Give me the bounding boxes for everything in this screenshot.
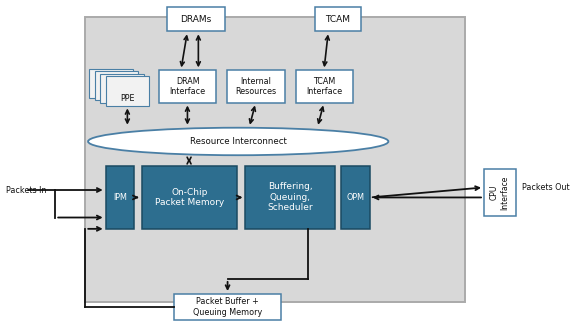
Bar (100, 74, 144, 103)
Text: Resource Interconnect: Resource Interconnect (190, 137, 287, 146)
Bar (95, 71, 139, 100)
Bar (85, 17, 465, 302)
Text: PPE: PPE (120, 94, 135, 103)
Bar (89, 69, 133, 98)
Text: On-Chip
Packet Memory: On-Chip Packet Memory (155, 188, 224, 207)
Bar (342, 166, 370, 229)
Text: TCAM
Interface: TCAM Interface (306, 77, 342, 96)
Text: OPM: OPM (347, 193, 365, 202)
Text: Buffering,
Queuing,
Scheduler: Buffering, Queuing, Scheduler (267, 182, 313, 212)
Bar (296, 70, 353, 103)
Text: IPM: IPM (113, 193, 126, 202)
Text: Packet Buffer +
Queuing Memory: Packet Buffer + Queuing Memory (193, 297, 262, 317)
Text: TCAM: TCAM (325, 15, 350, 24)
Bar (315, 7, 361, 32)
Bar (174, 294, 281, 320)
Bar (167, 7, 225, 32)
Text: DRAM
Interface: DRAM Interface (170, 77, 206, 96)
Ellipse shape (88, 128, 388, 155)
Text: DRAMs: DRAMs (181, 15, 212, 24)
Bar (246, 166, 335, 229)
Bar (227, 70, 285, 103)
Text: CPU
Interface: CPU Interface (490, 175, 509, 210)
Text: Packets Out: Packets Out (522, 183, 570, 192)
Text: Internal
Resources: Internal Resources (235, 77, 277, 96)
Text: Packets In: Packets In (6, 186, 47, 194)
Bar (106, 166, 134, 229)
Bar (106, 76, 150, 106)
Bar (484, 169, 516, 216)
Bar (141, 166, 237, 229)
Bar (159, 70, 216, 103)
